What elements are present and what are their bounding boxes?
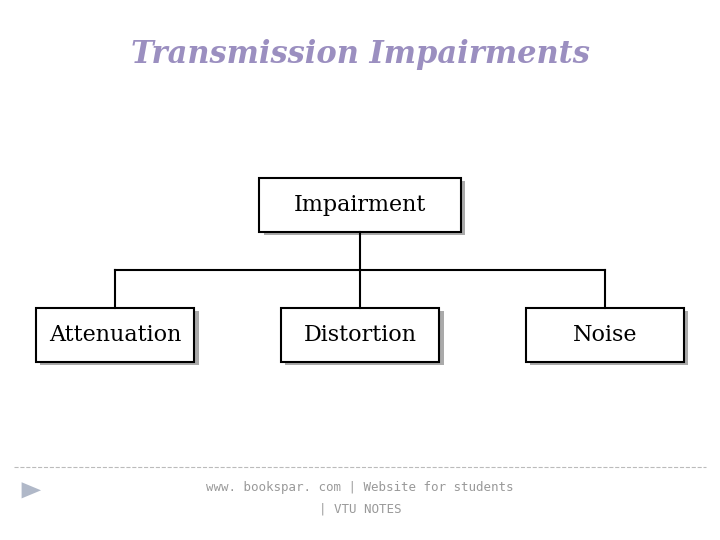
Text: Transmission Impairments: Transmission Impairments xyxy=(130,38,590,70)
Text: www. bookspar. com | Website for students: www. bookspar. com | Website for student… xyxy=(206,481,514,494)
FancyBboxPatch shape xyxy=(264,181,465,235)
Text: Noise: Noise xyxy=(572,324,637,346)
FancyBboxPatch shape xyxy=(526,308,684,362)
Text: Distortion: Distortion xyxy=(304,324,416,346)
Text: Attenuation: Attenuation xyxy=(49,324,181,346)
FancyBboxPatch shape xyxy=(281,308,439,362)
FancyBboxPatch shape xyxy=(36,308,194,362)
FancyBboxPatch shape xyxy=(285,311,444,365)
FancyBboxPatch shape xyxy=(40,311,199,365)
FancyBboxPatch shape xyxy=(259,178,461,232)
FancyBboxPatch shape xyxy=(530,311,688,365)
Text: | VTU NOTES: | VTU NOTES xyxy=(319,502,401,515)
Polygon shape xyxy=(22,482,41,498)
Text: Impairment: Impairment xyxy=(294,194,426,216)
